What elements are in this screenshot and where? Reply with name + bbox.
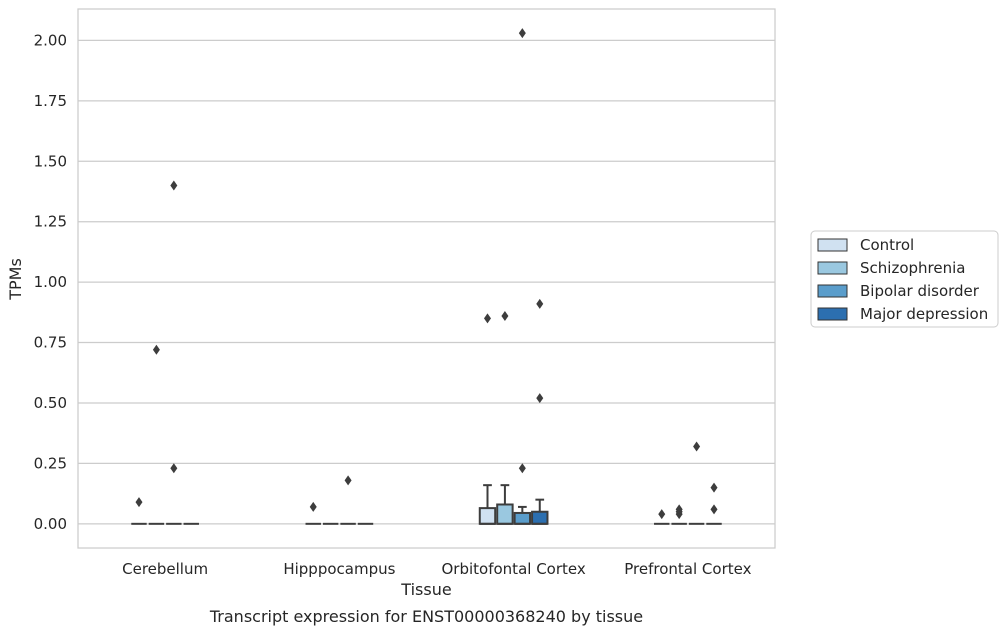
y-tick-label: 0.00 [34,515,67,533]
legend-swatch [817,307,848,321]
outlier-point [693,441,701,452]
x-tick-label: Orbitofontal Cortex [442,560,586,578]
legend-swatch [817,238,848,252]
outlier-point [658,509,666,520]
y-tick-label: 2.00 [34,31,67,49]
outlier-point [710,504,718,515]
legend-frame [810,230,999,328]
outlier-point [309,501,317,512]
box [496,503,514,525]
x-tick-labels: Cerebellum Hipppocampus Orbitofontal Corte… [122,560,751,578]
y-tick-label: 1.75 [34,92,67,110]
legend-label: Control [860,236,914,254]
legend-label: Bipolar disorder [860,282,980,300]
x-tick-label: Prefrontal Cortex [624,560,751,578]
outlier-point [518,463,526,474]
legend-swatch [817,284,848,298]
plot-frame [77,8,776,549]
outlier-point [152,344,160,355]
y-tick-labels: 0.00 0.25 0.50 0.75 1.00 1.25 1.50 1.75 2.00 [34,31,67,532]
outlier-point [518,28,526,39]
y-tick-label: 1.00 [34,273,67,291]
y-tick-label: 0.50 [34,394,67,412]
chart-caption: Transcript expression for ENST0000036824… [209,607,643,626]
y-tick-label: 1.50 [34,152,67,170]
legend-label: Schizophrenia [860,259,965,277]
outlier-point [135,497,143,508]
x-tick-label: Hipppocampus [283,560,395,578]
outlier-point [483,313,491,324]
outlier-point [501,310,509,321]
outlier-point [170,180,178,191]
outlier-point [675,504,683,515]
outlier-point [710,482,718,493]
legend: Control Schizophrenia Bipolar disorder Majo… [810,230,999,328]
grid-lines [78,39,775,525]
plot-area-background [78,9,775,548]
y-tick-label: 1.25 [34,213,67,231]
box [531,510,549,525]
x-tick-label: Cerebellum [122,560,208,578]
legend-swatch [817,261,848,275]
box-marks [131,28,722,525]
box [513,511,532,525]
y-tick-label: 0.75 [34,334,67,352]
y-tick-label: 0.25 [34,454,67,472]
outlier-point [170,463,178,474]
outlier-point [536,298,544,309]
legend-label: Major depression [860,305,988,323]
outlier-point [344,475,352,486]
box [478,507,497,525]
y-axis-title: TPMs [6,258,25,301]
outlier-point [536,393,544,404]
x-axis-title: Tissue [400,580,451,599]
